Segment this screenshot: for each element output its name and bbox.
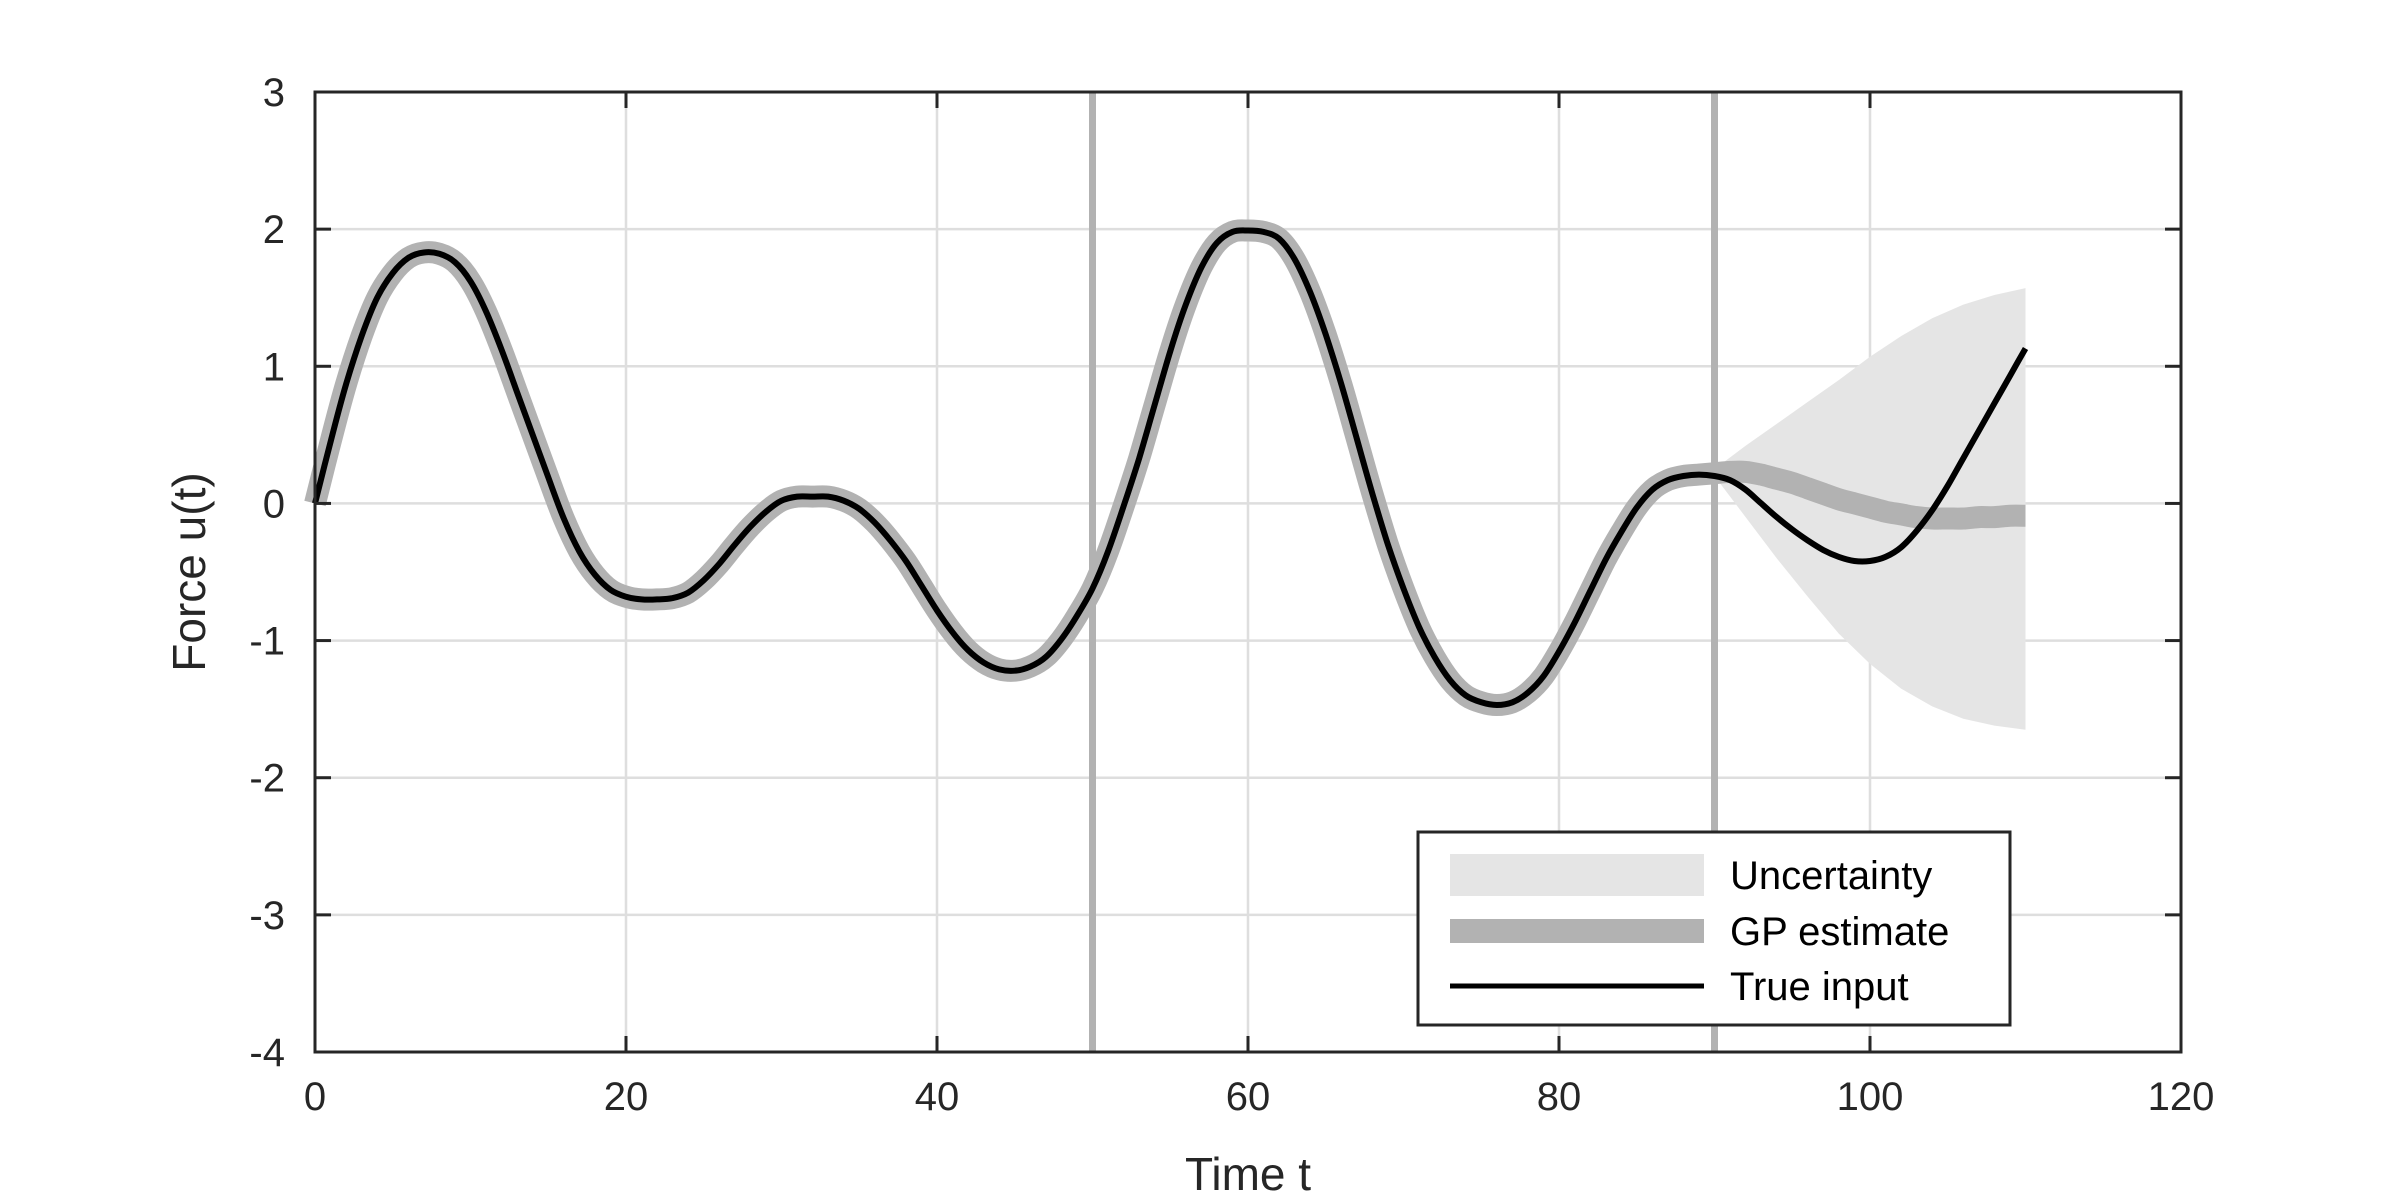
y-tick-label: -1 [249, 620, 285, 664]
y-tick-label: 2 [263, 208, 285, 252]
y-axis-label: Force u(t) [163, 472, 215, 671]
x-tick-label: 120 [2148, 1075, 2215, 1119]
x-tick-label: 40 [915, 1075, 960, 1119]
x-tick-label: 20 [604, 1075, 649, 1119]
y-tick-label: -3 [249, 894, 285, 938]
legend-label-uncertainty: Uncertainty [1730, 854, 1932, 898]
legend: Uncertainty GP estimate True input [1416, 830, 2012, 1027]
tick-labels: 0 20 40 60 80 100 120 -4 -3 -2 -1 0 1 2 3 [249, 71, 2214, 1119]
y-tick-label: 0 [263, 482, 285, 526]
series-layer [304, 219, 2029, 716]
x-tick-label: 80 [1537, 1075, 1582, 1119]
y-tick-label: -2 [249, 757, 285, 801]
legend-label-true-input: True input [1730, 965, 1909, 1009]
y-tick-label: 3 [263, 71, 285, 115]
x-tick-label: 0 [304, 1075, 326, 1119]
x-axis-label: Time t [1185, 1148, 1311, 1200]
axes-frame [313, 90, 2183, 1054]
legend-label-gp-estimate: GP estimate [1730, 910, 1949, 954]
y-tick-label: 1 [263, 345, 285, 389]
gp-estimate-line [304, 219, 2026, 716]
x-tick-label: 100 [1837, 1075, 1904, 1119]
x-tick-label: 60 [1226, 1075, 1271, 1119]
true-input-line [312, 227, 2029, 708]
y-tick-label: -4 [249, 1031, 285, 1075]
legend-swatch-uncertainty [1450, 854, 1704, 896]
